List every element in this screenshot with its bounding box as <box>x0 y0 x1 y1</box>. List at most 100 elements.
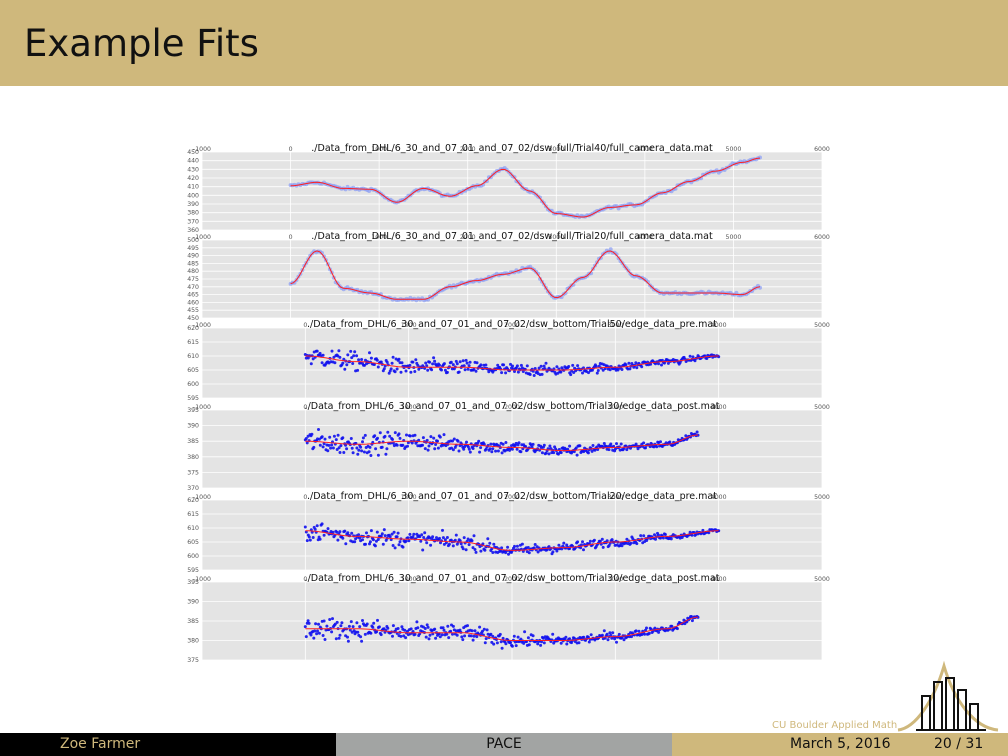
data-point <box>344 542 348 546</box>
y-tick-label: 390 <box>187 201 199 208</box>
data-point <box>501 636 505 640</box>
data-point <box>473 629 477 633</box>
data-point <box>463 634 467 638</box>
data-point <box>427 444 431 448</box>
data-point <box>472 634 476 638</box>
data-point <box>485 628 489 632</box>
data-point <box>669 537 673 541</box>
data-point <box>587 640 591 644</box>
data-point <box>560 547 564 551</box>
y-tick-label: 460 <box>187 299 199 306</box>
data-point <box>323 437 327 441</box>
data-point <box>473 548 477 551</box>
data-point <box>466 445 470 449</box>
data-point <box>396 531 400 535</box>
data-point <box>484 363 488 367</box>
data-point <box>542 443 546 447</box>
data-point <box>666 361 670 365</box>
data-point <box>365 531 368 535</box>
x-tick-label: 5000 <box>726 146 742 153</box>
data-point <box>478 450 482 454</box>
data-point <box>579 546 583 550</box>
x-tick-label: 6000 <box>814 234 830 241</box>
y-tick-label: 615 <box>187 511 199 518</box>
data-point <box>491 634 495 638</box>
data-point <box>357 448 361 452</box>
data-point <box>400 625 404 629</box>
data-point <box>320 522 324 526</box>
data-point <box>540 372 544 376</box>
y-tick-label: 620 <box>187 325 199 332</box>
data-point <box>434 443 438 446</box>
data-point <box>415 620 419 624</box>
y-tick-label: 395 <box>187 579 199 586</box>
data-point <box>690 533 694 537</box>
data-point <box>551 550 555 554</box>
data-point <box>519 450 523 454</box>
data-point <box>369 631 373 635</box>
x-tick-label: 3000 <box>607 404 623 411</box>
data-point <box>649 362 653 366</box>
data-point <box>592 538 596 542</box>
data-point <box>586 635 590 639</box>
data-point <box>605 539 609 543</box>
data-point <box>339 444 343 448</box>
data-point <box>602 442 606 445</box>
data-point <box>645 626 648 630</box>
data-point <box>313 629 317 633</box>
data-point <box>609 442 613 446</box>
data-point <box>411 360 415 364</box>
data-point <box>380 445 384 449</box>
data-point <box>422 536 426 539</box>
data-point <box>337 349 341 353</box>
data-point <box>351 451 355 455</box>
x-tick-label: 3000 <box>607 322 623 329</box>
data-point <box>758 155 762 160</box>
data-point <box>346 635 349 639</box>
data-point <box>527 551 531 555</box>
data-point <box>404 636 408 640</box>
data-point <box>455 633 459 637</box>
data-point <box>316 629 319 633</box>
y-tick-label: 395 <box>187 407 199 414</box>
data-point <box>668 440 672 444</box>
x-tick-label: 2000 <box>504 494 520 501</box>
data-point <box>500 451 504 455</box>
data-point <box>614 252 619 257</box>
data-point <box>386 430 390 434</box>
data-point <box>523 630 527 634</box>
data-point <box>305 539 309 543</box>
data-point <box>336 433 340 437</box>
data-point <box>513 544 516 548</box>
data-point <box>357 533 361 537</box>
data-point <box>393 370 397 374</box>
data-point <box>462 447 466 451</box>
data-point <box>376 538 380 541</box>
data-point <box>426 625 430 629</box>
logo-caption: CU Boulder Applied Math <box>772 720 898 731</box>
data-point <box>479 446 483 450</box>
data-point <box>488 541 492 545</box>
y-tick-label: 465 <box>187 292 199 299</box>
data-point <box>410 441 414 445</box>
data-point <box>430 368 434 372</box>
data-point <box>596 369 600 372</box>
data-point <box>515 447 519 451</box>
data-point <box>659 440 662 444</box>
data-point <box>559 370 563 374</box>
data-point <box>436 446 440 450</box>
fit-line <box>290 250 761 300</box>
data-point <box>463 368 467 372</box>
data-point <box>407 539 411 543</box>
y-tick-label: 620 <box>187 497 199 504</box>
data-point <box>461 638 465 642</box>
data-point <box>642 441 646 445</box>
data-point <box>404 369 408 373</box>
footer-bar: Zoe Farmer PACE March 5, 2016 20 / 31 <box>0 733 1008 756</box>
panel-title: ./Data_from_DHL/6_30_and_07_01_and_07_02… <box>305 401 720 412</box>
data-point <box>484 637 488 641</box>
data-point <box>418 535 422 539</box>
data-point <box>406 444 409 448</box>
data-point <box>343 529 347 533</box>
data-point <box>345 447 349 451</box>
